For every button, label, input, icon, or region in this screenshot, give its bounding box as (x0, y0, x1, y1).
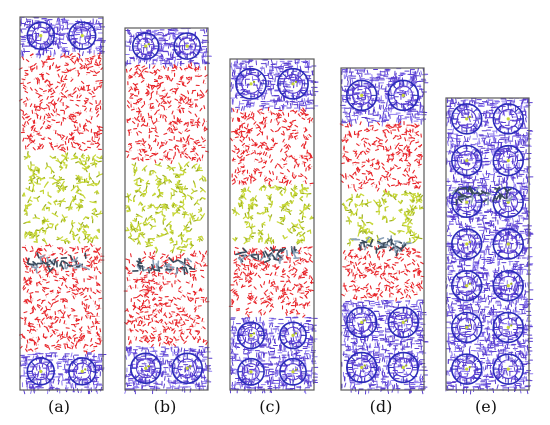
panel-b (123, 27, 213, 395)
panel-label-c: (c) (259, 397, 281, 416)
panel-d (339, 67, 429, 395)
simulation-box-frame (340, 67, 425, 391)
panel-label-e: (e) (475, 397, 497, 416)
panel-c (228, 58, 319, 395)
simulation-box-frame (124, 27, 209, 391)
panel-label-a: (a) (47, 397, 71, 416)
simulation-box-frame (19, 16, 104, 391)
panel-label-b: (b) (153, 397, 177, 416)
panel-label-d: (d) (369, 397, 393, 416)
panel-e (444, 97, 534, 395)
simulation-box-frame (229, 58, 315, 391)
panel-a (18, 16, 107, 395)
simulation-box-frame (445, 97, 530, 391)
